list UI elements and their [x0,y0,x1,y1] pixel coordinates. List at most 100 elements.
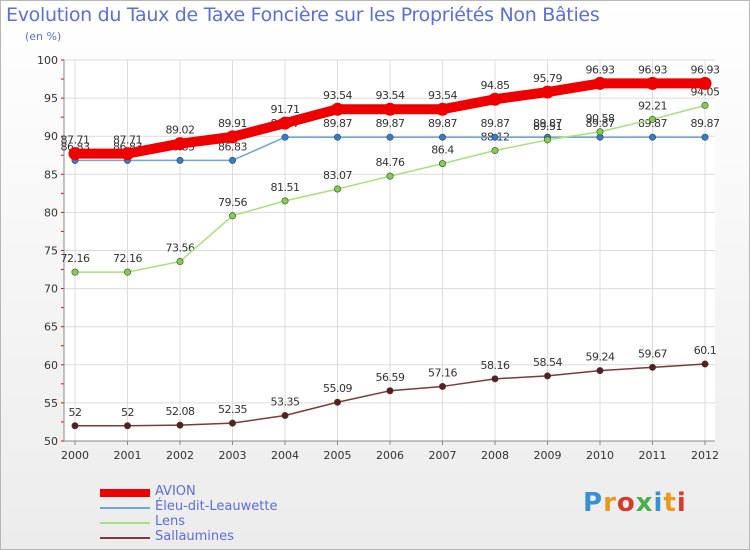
x-tick-label: 2006 [376,449,404,462]
data-point-lens [71,268,79,276]
data-point-avion [436,102,449,116]
data-label-avion: 95.79 [533,72,562,85]
y-tick-label: 100 [37,54,58,67]
data-label-sallaumines: 52.08 [166,405,195,418]
y-tick-label: 80 [44,206,58,219]
data-label--leu-dit-leauwette: 86.83 [218,140,247,153]
y-tick-label: 70 [44,283,58,296]
data-point-sallaumines [648,363,656,371]
data-point-eleu-dit-leauwette [438,133,446,141]
data-label-avion: 96.93 [586,63,615,76]
x-tick-label: 2012 [691,449,719,462]
y-tick-label: 85 [44,168,58,181]
data-point-avion [173,137,187,151]
data-label--leu-dit-leauwette: 89.87 [323,117,352,130]
x-tick-label: 2007 [429,449,457,462]
y-tick-label: 95 [44,92,58,105]
data-point-sallaumines [386,387,394,395]
x-tick-label: 2004 [271,449,299,462]
data-label-avion: 89.91 [218,117,247,130]
data-label-lens: 79.56 [218,196,247,209]
data-point-eleu-dit-leauwette [229,156,237,164]
data-point-lens [281,197,289,205]
y-tick-label: 50 [44,435,58,448]
data-point-lens [176,257,184,265]
data-point-avion [121,147,134,161]
data-label-lens: 72.16 [61,252,90,265]
data-label-avion: 89.02 [166,124,195,137]
data-label--leu-dit-leauwette: 89.87 [376,117,405,130]
data-label-avion: 96.93 [638,63,667,76]
data-point-avion [541,85,554,99]
data-label-sallaumines: 60.1 [694,344,717,357]
data-label-sallaumines: 53.35 [271,395,300,408]
data-label-sallaumines: 56.59 [376,371,405,384]
data-label-lens: 90.58 [586,112,615,125]
data-point-lens [596,128,604,136]
data-label-sallaumines: 57.16 [428,366,457,379]
data-label-lens: 83.07 [323,169,352,182]
data-point-avion [226,130,239,144]
x-tick-label: 2010 [586,449,614,462]
data-point-eleu-dit-leauwette [386,133,394,141]
legend-swatch [100,537,150,539]
x-tick-label: 2005 [324,449,352,462]
x-tick-label: 2009 [534,449,562,462]
data-label--leu-dit-leauwette: 89.87 [533,117,562,130]
data-label-sallaumines: 52 [121,406,134,419]
data-label--leu-dit-leauwette: 89.87 [691,117,720,130]
data-point-avion [68,147,82,161]
legend-swatch [100,507,150,509]
data-point-sallaumines [596,367,604,375]
data-point-eleu-dit-leauwette [176,156,184,164]
data-point-sallaumines [543,372,551,380]
data-label-sallaumines: 52.35 [218,403,247,416]
data-label-avion: 87.71 [61,134,90,147]
data-label-lens: 73.56 [166,241,195,254]
data-point-lens [701,101,709,109]
data-point-eleu-dit-leauwette [701,133,709,141]
data-point-avion [646,76,659,90]
data-label-sallaumines: 59.24 [586,351,615,364]
data-point-sallaumines [229,419,237,427]
data-label-lens: 94.05 [691,85,720,98]
data-label-lens: 92.21 [638,99,667,112]
data-point-sallaumines [491,375,499,383]
data-label-sallaumines: 52 [69,406,82,419]
data-label-avion: 94.85 [481,79,510,92]
data-point-sallaumines [71,422,79,430]
data-point-avion [331,102,344,116]
data-label--leu-dit-leauwette: 89.87 [481,117,510,130]
data-point-lens [543,136,551,144]
data-label-lens: 86.4 [431,144,454,157]
data-point-eleu-dit-leauwette [648,133,656,141]
data-label--leu-dit-leauwette: 89.87 [428,117,457,130]
data-label-sallaumines: 55.09 [323,382,352,395]
data-label-sallaumines: 58.54 [533,356,562,369]
y-tick-label: 65 [44,321,58,334]
legend-label: Éleu-dit-Leauwette [155,499,278,514]
y-tick-label: 90 [44,130,58,143]
chart-unit-label: (en %) [25,30,62,43]
legend-label: Sallaumines [155,529,234,544]
data-point-lens [386,172,394,180]
data-point-lens [333,185,341,193]
data-point-sallaumines [176,421,184,429]
data-label-lens: 72.16 [113,252,142,265]
data-point-sallaumines [333,398,341,406]
data-label-avion: 87.71 [113,134,142,147]
data-point-sallaumines [438,382,446,390]
data-label-sallaumines: 59.67 [638,347,667,360]
legend-label: Lens [155,514,186,529]
data-label-avion: 93.54 [323,89,352,102]
data-point-lens [491,147,499,155]
data-label-avion: 93.54 [376,89,405,102]
data-label-lens: 84.76 [376,156,405,169]
data-label--leu-dit-leauwette: 89.87 [586,117,615,130]
data-point-sallaumines [124,422,132,430]
data-point-avion [698,76,712,90]
y-tick-label: 75 [44,245,58,258]
data-label-sallaumines: 58.16 [481,359,510,372]
data-point-lens [229,212,237,220]
